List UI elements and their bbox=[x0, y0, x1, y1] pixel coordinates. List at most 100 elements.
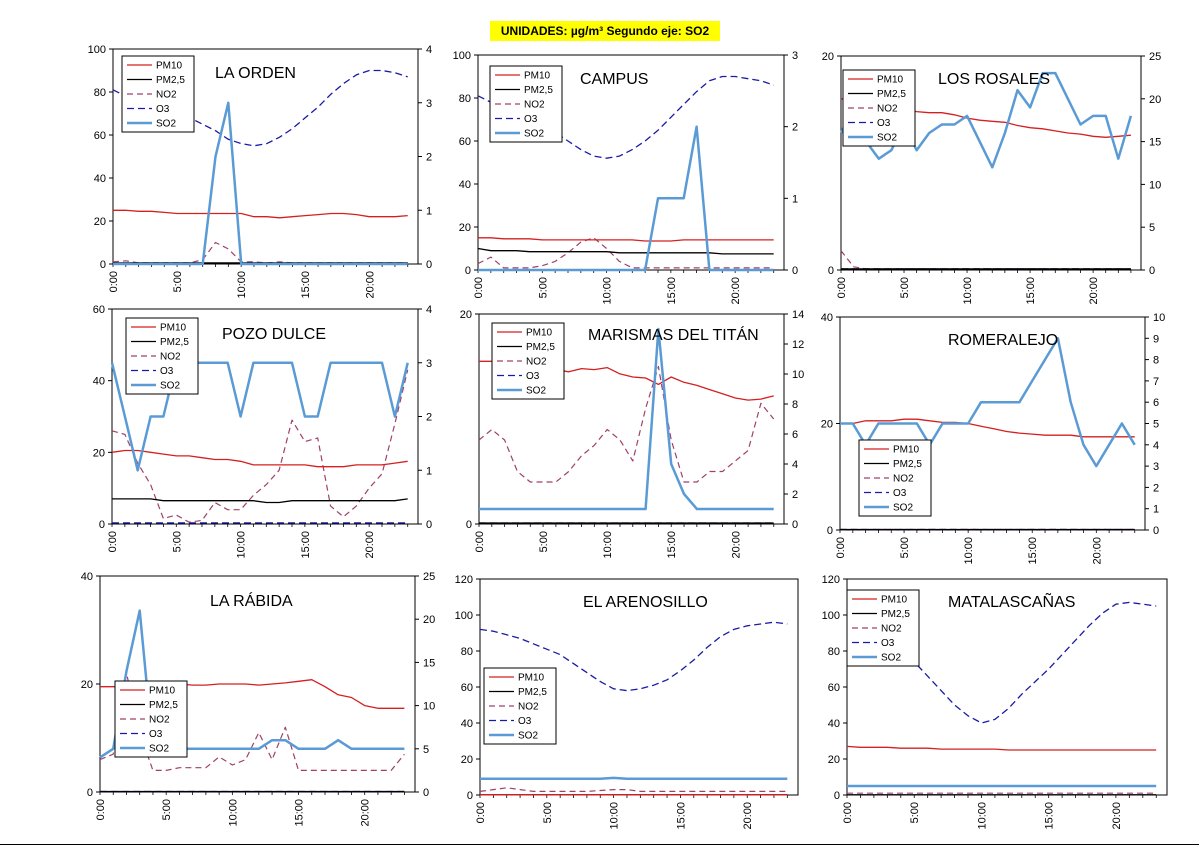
legend-label: SO2 bbox=[149, 744, 169, 755]
y-tick-label: 80 bbox=[459, 93, 471, 105]
legend-label: O3 bbox=[160, 366, 174, 377]
y2-tick-label: 6 bbox=[1153, 397, 1159, 409]
series-line-no2 bbox=[840, 250, 1131, 270]
series-line-o3 bbox=[477, 75, 774, 159]
legend-label: PM10 bbox=[524, 71, 551, 82]
y-tick-label: 20 bbox=[828, 754, 840, 766]
y2-tick-label: 4 bbox=[1153, 440, 1159, 452]
legend-label: O3 bbox=[893, 488, 907, 499]
legend-label: SO2 bbox=[524, 129, 544, 140]
legend-label: O3 bbox=[149, 729, 163, 740]
y-tick-label: 20 bbox=[821, 419, 833, 431]
y2-tick-label: 3 bbox=[792, 50, 798, 62]
chart-title: EL ARENOSILLO bbox=[583, 594, 708, 611]
y-tick-label: 20 bbox=[822, 51, 834, 63]
y2-tick-label: 0 bbox=[1153, 525, 1159, 537]
legend-label: PM10 bbox=[518, 673, 545, 684]
x-tick-label: 5:00 bbox=[542, 802, 554, 823]
x-tick-label: 15:00 bbox=[300, 531, 312, 559]
y-tick-label: 120 bbox=[822, 574, 840, 586]
x-tick-label: 5:00 bbox=[161, 799, 173, 820]
chart-1: 0 20 40 60 80 100 0 1 2 3 4 0:00 5:00 10:00 15:00 20:00… bbox=[88, 44, 432, 299]
series-line-pm10 bbox=[840, 418, 1135, 438]
y-tick-label: 0 bbox=[87, 787, 93, 799]
legend-label: SO2 bbox=[156, 119, 176, 130]
legend-label: O3 bbox=[877, 118, 891, 129]
chart-6: 0 20 40 0 1 2 3 4 5 6 7 8 9 10 0:00 5:00 10:00 15:00 20:00… bbox=[821, 312, 1166, 565]
x-tick-label: 20:00 bbox=[364, 271, 376, 299]
legend-label: PM2,5 bbox=[893, 459, 922, 470]
y-tick-label: 40 bbox=[81, 571, 93, 583]
y2-tick-label: 2 bbox=[792, 122, 798, 134]
series-line-so2 bbox=[840, 337, 1136, 468]
y-tick-label: 20 bbox=[93, 447, 105, 459]
x-tick-label: 10:00 bbox=[602, 277, 614, 305]
x-tick-label: 15:00 bbox=[675, 802, 687, 830]
y2-tick-label: 0 bbox=[426, 259, 432, 271]
x-tick-label: 10:00 bbox=[236, 531, 248, 559]
series-line-pm10 bbox=[478, 237, 774, 242]
x-tick-label: 0:00 bbox=[836, 277, 848, 298]
chart-title: MARISMAS DEL TITÁN bbox=[588, 325, 759, 344]
x-tick-label: 10:00 bbox=[976, 802, 988, 830]
x-tick-label: 10:00 bbox=[227, 799, 239, 827]
y-tick-label: 60 bbox=[459, 136, 471, 148]
legend-label: PM2,5 bbox=[149, 700, 178, 711]
legend-box bbox=[842, 69, 916, 147]
x-tick-label: 0:00 bbox=[475, 802, 487, 823]
legend-label: NO2 bbox=[524, 100, 545, 111]
y2-tick-label: 0 bbox=[1149, 265, 1155, 277]
x-tick-label: 0:00 bbox=[473, 277, 485, 298]
x-tick-label: 20:00 bbox=[364, 531, 376, 559]
y-tick-label: 0 bbox=[828, 265, 834, 277]
y2-tick-label: 15 bbox=[423, 657, 435, 669]
y-tick-label: 20 bbox=[94, 216, 106, 228]
y-tick-label: 0 bbox=[834, 790, 840, 802]
legend-box bbox=[846, 589, 920, 667]
x-tick-label: 0:00 bbox=[474, 531, 486, 552]
y2-tick-label: 0 bbox=[426, 519, 432, 531]
legend-label: NO2 bbox=[156, 90, 177, 101]
y-tick-label: 100 bbox=[455, 610, 473, 622]
y2-tick-label: 8 bbox=[792, 399, 798, 411]
y-tick-label: 20 bbox=[460, 309, 472, 321]
chart-8: 0 20 40 60 80 100 120 0:00 5:00 10:00 15:00 20:00 EL… bbox=[455, 574, 799, 830]
legend-label: NO2 bbox=[877, 104, 898, 115]
legend-label: PM10 bbox=[149, 686, 176, 697]
y-tick-label: 0 bbox=[100, 259, 106, 271]
x-tick-label: 15:00 bbox=[1027, 537, 1039, 565]
y2-tick-label: 15 bbox=[1149, 137, 1161, 149]
y2-tick-label: 9 bbox=[1153, 333, 1159, 345]
x-tick-label: 10:00 bbox=[602, 531, 614, 559]
legend-label: PM10 bbox=[156, 61, 183, 72]
y2-tick-label: 0 bbox=[423, 787, 429, 799]
x-tick-label: 20:00 bbox=[742, 802, 754, 830]
x-tick-label: 5:00 bbox=[171, 531, 183, 552]
y-tick-label: 40 bbox=[459, 179, 471, 191]
chart-title: MATALASCAÑAS bbox=[948, 591, 1075, 611]
legend-label: PM2,5 bbox=[524, 85, 553, 96]
series-line-no2 bbox=[479, 787, 788, 793]
legend-label: SO2 bbox=[877, 133, 897, 144]
y2-tick-label: 20 bbox=[1149, 94, 1161, 106]
legend-label: NO2 bbox=[893, 474, 914, 485]
chart-4: 0 20 40 60 0 1 2 3 4 0:00 5:00 10:00 15:00 20:00 POZO … bbox=[93, 304, 432, 559]
legend-label: NO2 bbox=[518, 702, 539, 713]
chart-2: 0 20 40 60 80 100 0 1 2 3 0:00 5:00 10:00 15:00 20:00 C… bbox=[453, 50, 798, 305]
y-tick-label: 20 bbox=[81, 679, 93, 691]
y2-tick-label: 14 bbox=[792, 309, 804, 321]
x-tick-label: 15:00 bbox=[1044, 802, 1056, 830]
y2-tick-label: 10 bbox=[1153, 312, 1165, 324]
series-line-pm10 bbox=[111, 449, 408, 468]
y2-tick-label: 8 bbox=[1153, 355, 1159, 367]
series-line-o3 bbox=[112, 69, 408, 147]
legend-label: PM10 bbox=[877, 75, 904, 86]
legend-label: NO2 bbox=[526, 357, 547, 368]
legend-label: NO2 bbox=[881, 624, 902, 635]
chart-5: 0 20 0 2 4 6 8 10 12 14 0:00 5:00 10:00 15:00 20:00 MAR… bbox=[460, 309, 805, 559]
x-tick-label: 20:00 bbox=[730, 531, 742, 559]
x-tick-label: 5:00 bbox=[538, 531, 550, 552]
y2-tick-label: 4 bbox=[426, 304, 432, 316]
chart-title: LOS ROSALES bbox=[938, 71, 1050, 88]
x-tick-label: 5:00 bbox=[172, 271, 184, 292]
